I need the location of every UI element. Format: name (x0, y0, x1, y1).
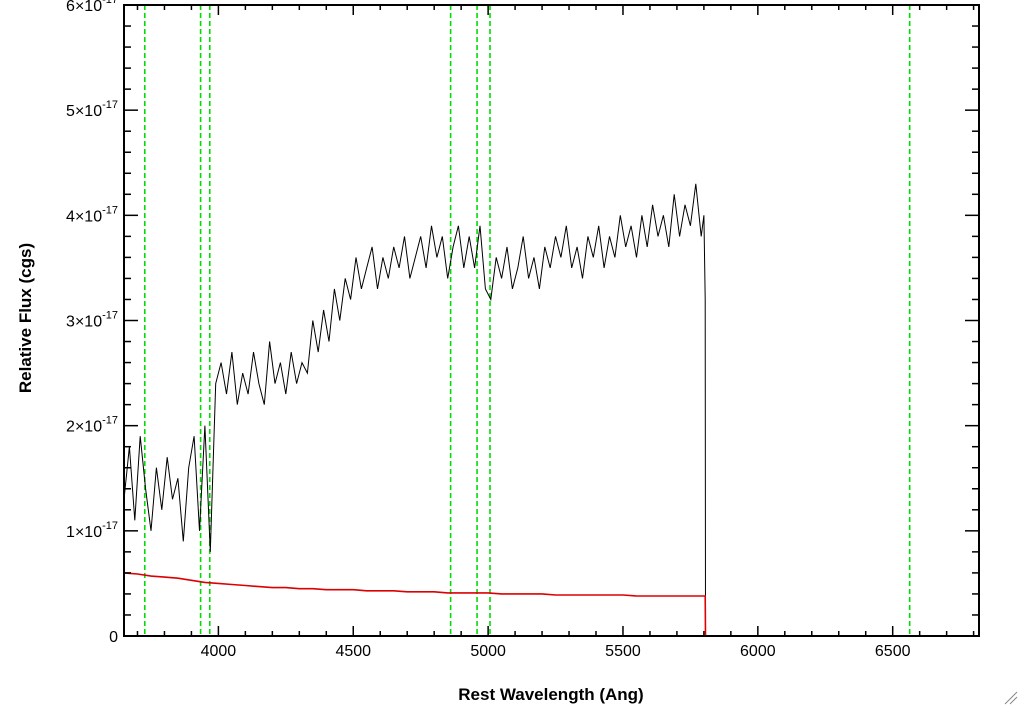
x-tick-label: 6000 (740, 643, 776, 660)
y-tick-label: 3×10-17 (66, 310, 118, 331)
y-tick-label: 0 (109, 629, 118, 646)
y-tick-label: 1×10-17 (66, 520, 118, 541)
y-tick-label: 6×10-17 (66, 0, 118, 15)
series-line-1 (124, 183, 706, 636)
x-axis: 4000 4500 5000 5500 6000 6500 (136, 5, 975, 660)
y-tick-label: 4×10-17 (66, 204, 118, 225)
x-tick-label: 6500 (875, 643, 911, 660)
vertical-reference-lines (143, 5, 911, 636)
series-lines (124, 183, 979, 636)
x-tick-label: 5500 (605, 643, 641, 660)
y-tick-label: 5×10-17 (66, 99, 118, 120)
x-tick-label: 4500 (335, 643, 371, 660)
resize-grip-icon (1004, 691, 1018, 705)
x-tick-label: 4000 (201, 643, 237, 660)
y-axis: 0 1×10-17 2×10-17 3×10-17 4×10-17 5×10-17 6×10… (66, 0, 979, 646)
y-tick-label: 2×10-17 (66, 415, 118, 436)
series-line-2 (124, 572, 979, 636)
y-axis-title: Relative Flux (cgs) (16, 243, 35, 393)
x-axis-title: Rest Wavelength (Ang) (458, 685, 643, 704)
x-tick-label: 5000 (470, 643, 506, 660)
